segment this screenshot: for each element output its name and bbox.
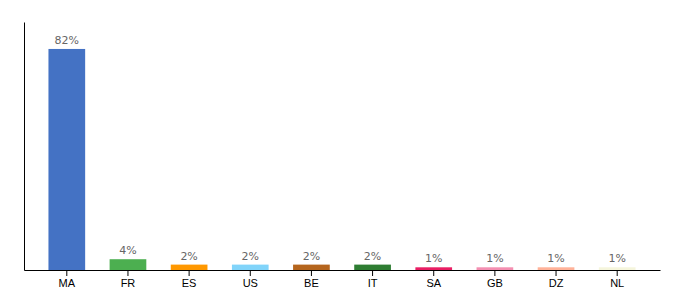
data-label: 1% (608, 252, 625, 265)
bar (538, 267, 575, 270)
x-tick-label: MA (59, 277, 76, 289)
data-label: 4% (119, 244, 136, 257)
data-labels: 82% 4% 2% 2% 2% 2% 1% 1% 1% 1% (55, 34, 626, 265)
bar (232, 265, 269, 270)
x-tick: NL (610, 270, 624, 289)
x-tick-label: DZ (549, 277, 564, 289)
x-tick-label: BE (304, 277, 319, 289)
x-axis-line (25, 270, 661, 271)
bar (171, 265, 208, 270)
chart-container: MA FR ES US BE IT SA GB DZ NL 82% 4% 2% 2% 2% 2% 1% 1% 1% 1… (0, 0, 680, 300)
x-tick: MA (59, 270, 76, 289)
bar (354, 265, 391, 270)
x-tick-label: US (243, 277, 258, 289)
x-tick-mark (617, 270, 618, 276)
x-tick: GB (487, 270, 503, 289)
x-tick-mark (311, 270, 312, 276)
x-tick: FR (121, 270, 136, 289)
data-label: 2% (180, 250, 197, 263)
x-tick-mark (556, 270, 557, 276)
y-axis-line (24, 23, 25, 271)
x-tick: DZ (549, 270, 564, 289)
y-axis (24, 23, 25, 271)
bar (477, 267, 514, 270)
x-tick: BE (304, 270, 319, 289)
data-label: 1% (425, 252, 442, 265)
x-tick-label: NL (610, 277, 624, 289)
x-tick-mark (372, 270, 373, 276)
x-tick-mark (250, 270, 251, 276)
plot-area: MA FR ES US BE IT SA GB DZ NL 82% 4% 2% 2% 2% 2% 1% 1% 1% 1… (25, 23, 661, 289)
x-tick: SA (426, 270, 441, 289)
bar (293, 265, 330, 270)
x-tick-mark (433, 270, 434, 276)
bar (599, 267, 636, 270)
x-axis: MA FR ES US BE IT SA GB DZ NL (25, 270, 661, 289)
bar (415, 267, 452, 270)
x-tick: ES (182, 270, 197, 289)
x-tick-mark (66, 270, 67, 276)
x-tick-label: GB (487, 277, 503, 289)
bar (110, 259, 147, 270)
data-label: 2% (303, 250, 320, 263)
x-tick-mark (494, 270, 495, 276)
x-tick-label: SA (426, 277, 441, 289)
x-tick: US (243, 270, 258, 289)
bars (48, 49, 635, 270)
x-tick-label: FR (121, 277, 136, 289)
data-label: 1% (547, 252, 564, 265)
bar (48, 49, 85, 270)
chart-svg: MA FR ES US BE IT SA GB DZ NL 82% 4% 2% 2% 2% 2% 1% 1% 1% 1… (0, 0, 680, 300)
x-tick-mark (189, 270, 190, 276)
data-label: 1% (486, 252, 503, 265)
x-tick-label: IT (368, 277, 378, 289)
data-label: 2% (242, 250, 259, 263)
data-label: 82% (55, 34, 79, 47)
data-label: 2% (364, 250, 381, 263)
x-tick: IT (368, 270, 378, 289)
x-tick-label: ES (182, 277, 197, 289)
x-tick-mark (127, 270, 128, 276)
